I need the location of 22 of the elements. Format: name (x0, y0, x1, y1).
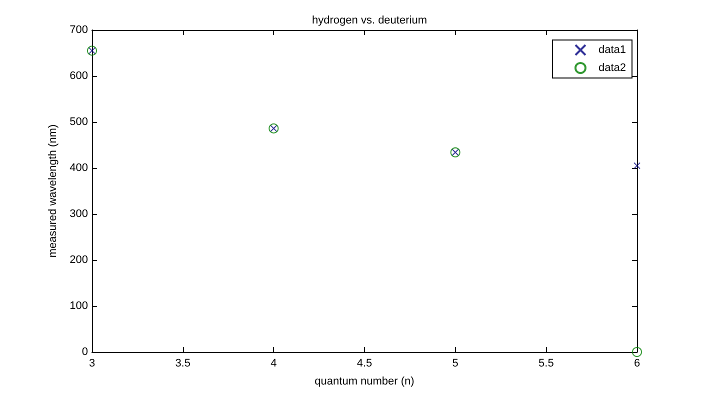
y-axis-title: measured wavelength (nm) (47, 124, 60, 258)
y-tick-label: 100 (70, 300, 88, 312)
y-tick-label: 400 (70, 162, 88, 174)
y-tick-label: 200 (70, 254, 88, 266)
x-tick-label: 6 (634, 358, 640, 370)
y-tick-label: 700 (70, 24, 88, 36)
x-axis-title: quantum number (n) (314, 376, 414, 388)
y-tick-label: 0 (82, 346, 88, 358)
x-tick-label: 3.5 (175, 358, 190, 370)
x-tick-label: 5 (452, 358, 458, 370)
x-tick-label: 3 (88, 358, 96, 370)
legend-label: data2 (598, 62, 626, 74)
point (632, 347, 642, 357)
legend-label: data1 (598, 44, 626, 56)
point (634, 162, 640, 170)
y-tick-label: 500 (70, 116, 88, 128)
y-tick-label: 600 (70, 70, 88, 82)
chart-title: hydrogen vs. deuterium (312, 14, 427, 26)
x-tick-label: 4 (270, 358, 277, 370)
x-tick-label: 4.5 (356, 358, 372, 370)
x-tick-label: 5.5 (538, 358, 554, 370)
y-tick-label: 300 (70, 208, 88, 220)
